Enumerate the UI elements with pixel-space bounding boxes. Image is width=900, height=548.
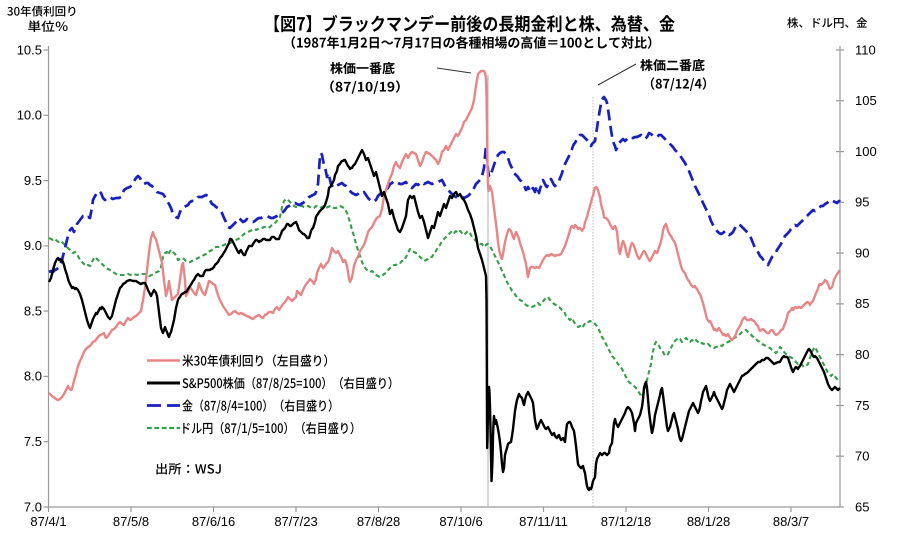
svg-text:90: 90 [855, 245, 869, 260]
svg-text:85: 85 [855, 296, 869, 311]
svg-text:110: 110 [855, 42, 876, 57]
svg-text:87/6/16: 87/6/16 [192, 514, 235, 529]
svg-text:10.5: 10.5 [17, 42, 42, 57]
svg-text:8.0: 8.0 [24, 369, 42, 384]
svg-text:75: 75 [855, 398, 869, 413]
svg-text:7.0: 7.0 [24, 499, 42, 514]
svg-text:9.0: 9.0 [24, 238, 42, 253]
svg-text:100: 100 [855, 144, 877, 159]
svg-text:87/12/18: 87/12/18 [601, 514, 652, 529]
svg-text:70: 70 [855, 449, 869, 464]
svg-text:87/8/28: 87/8/28 [357, 514, 400, 529]
svg-text:105: 105 [855, 93, 877, 108]
svg-text:8.5: 8.5 [24, 303, 42, 318]
svg-text:87/10/6: 87/10/6 [439, 514, 482, 529]
svg-text:95: 95 [855, 195, 869, 210]
svg-text:10.0: 10.0 [17, 108, 42, 123]
svg-text:87/11/11: 87/11/11 [519, 514, 568, 529]
svg-text:87/4/1: 87/4/1 [30, 514, 66, 529]
svg-text:88/3/7: 88/3/7 [773, 514, 809, 529]
svg-text:7.5: 7.5 [24, 434, 42, 449]
svg-text:65: 65 [855, 499, 869, 514]
svg-text:87/5/8: 87/5/8 [113, 514, 149, 529]
svg-text:88/1/28: 88/1/28 [687, 514, 730, 529]
svg-text:80: 80 [855, 347, 869, 362]
svg-text:9.5: 9.5 [24, 173, 42, 188]
svg-text:87/7/23: 87/7/23 [274, 514, 317, 529]
